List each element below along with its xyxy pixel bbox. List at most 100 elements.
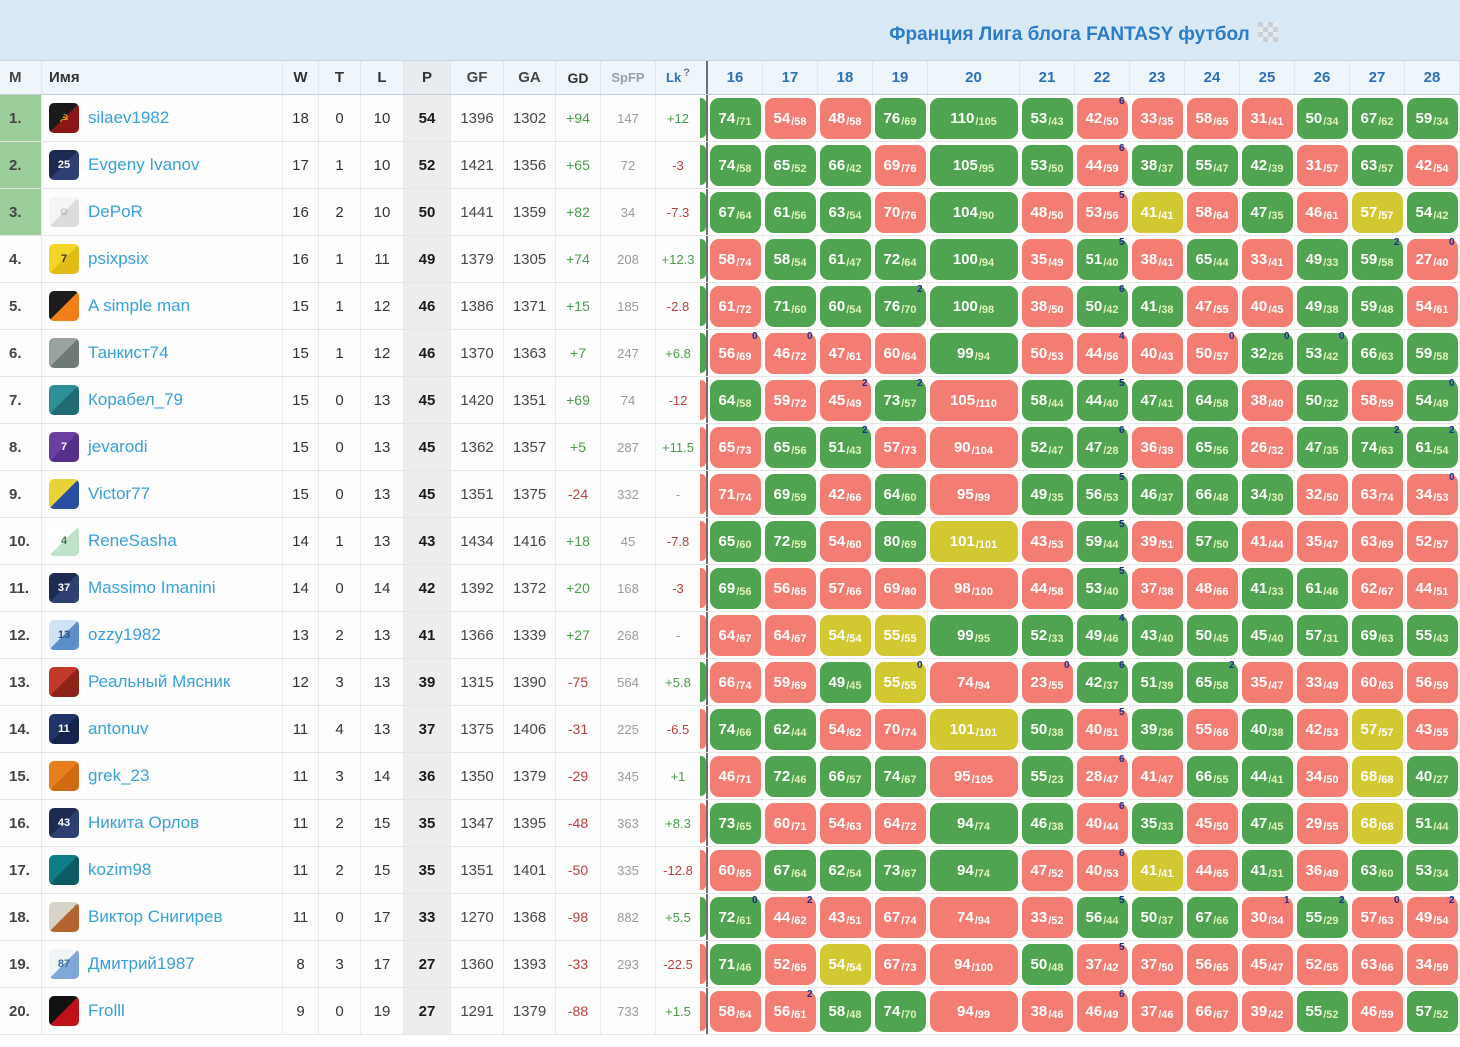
- matchup-score-cell[interactable]: 23/55 0: [1021, 660, 1073, 703]
- matchup-score-cell[interactable]: 44/65: [1186, 849, 1238, 891]
- matchup-score-cell[interactable]: 44/58: [1021, 567, 1073, 609]
- matchup-score-cell[interactable]: 50/37: [1131, 896, 1183, 938]
- manager-name-link[interactable]: silaev1982: [88, 108, 170, 127]
- avatar[interactable]: 7: [49, 432, 79, 462]
- matchup-score-cell[interactable]: 41/41: [1131, 849, 1183, 891]
- matchup-score-cell[interactable]: 34/50: [1296, 755, 1348, 797]
- matchup-score-cell[interactable]: 94/74: [929, 802, 1018, 844]
- matchup-score-cell[interactable]: 59/34: [1406, 97, 1458, 139]
- matchup-score-cell[interactable]: 43/40: [1131, 614, 1183, 656]
- matchup-score-cell[interactable]: 42/39: [1241, 144, 1293, 186]
- matchup-score-cell[interactable]: 27/40 0: [1406, 237, 1458, 280]
- matchup-score-cell[interactable]: 69/59: [764, 473, 816, 515]
- matchup-score-cell[interactable]: 57/66: [819, 567, 871, 609]
- matchup-score-cell[interactable]: 60/71: [764, 802, 816, 844]
- matchup-score-cell[interactable]: 64/58: [1186, 379, 1238, 421]
- manager-name-link[interactable]: psixpsix: [88, 249, 149, 268]
- matchup-score-cell[interactable]: 74/70: [874, 990, 926, 1032]
- matchup-score-cell[interactable]: 55/52: [1296, 990, 1348, 1032]
- matchup-score-cell[interactable]: 110/105: [929, 97, 1018, 139]
- matchup-score-cell[interactable]: 65/73: [709, 426, 761, 468]
- matchup-score-cell[interactable]: 42/66: [819, 473, 871, 515]
- matchup-score-cell[interactable]: 41/47: [1131, 755, 1183, 797]
- matchup-score-cell[interactable]: 49/45: [819, 661, 871, 703]
- matchup-score-cell[interactable]: 42/50 6: [1076, 96, 1128, 139]
- matchup-score-cell[interactable]: 74/66: [709, 708, 761, 750]
- manager-name-link[interactable]: Виктор Снигирев: [88, 907, 223, 926]
- matchup-score-cell[interactable]: 53/42 0: [1296, 331, 1348, 374]
- matchup-score-cell[interactable]: 55/29 2: [1296, 895, 1348, 938]
- matchup-score-cell[interactable]: 54/54: [819, 614, 871, 656]
- matchup-score-cell[interactable]: 69/56: [709, 567, 761, 609]
- matchup-score-cell[interactable]: 41/41: [1131, 191, 1183, 233]
- matchup-score-cell[interactable]: 31/57: [1296, 144, 1348, 186]
- matchup-score-cell[interactable]: 61/47: [819, 238, 871, 280]
- matchup-score-cell[interactable]: 65/56: [764, 426, 816, 468]
- avatar[interactable]: 37: [49, 573, 79, 603]
- matchup-score-cell[interactable]: 59/72: [764, 379, 816, 421]
- avatar[interactable]: ☭: [49, 103, 79, 133]
- matchup-score-cell[interactable]: 46/71: [709, 755, 761, 797]
- matchup-score-cell[interactable]: 42/54: [1406, 144, 1458, 186]
- matchup-score-cell[interactable]: 67/62: [1351, 97, 1403, 139]
- matchup-score-cell[interactable]: 54/54: [819, 943, 871, 985]
- matchup-score-cell[interactable]: 62/44: [764, 708, 816, 750]
- matchup-score-cell[interactable]: 64/67: [764, 614, 816, 656]
- matchup-score-cell[interactable]: 59/44 5: [1076, 519, 1128, 562]
- matchup-score-cell[interactable]: 66/63: [1351, 332, 1403, 374]
- matchup-score-cell[interactable]: 40/38: [1241, 708, 1293, 750]
- matchup-score-cell[interactable]: 63/60: [1351, 849, 1403, 891]
- manager-name-link[interactable]: ozzy1982: [88, 625, 161, 644]
- matchup-score-cell[interactable]: 54/61: [1406, 285, 1458, 327]
- matchup-score-cell[interactable]: 40/53 6: [1076, 848, 1128, 891]
- matchup-score-cell[interactable]: 60/63: [1351, 661, 1403, 703]
- matchup-score-cell[interactable]: 40/45: [1241, 285, 1293, 327]
- avatar[interactable]: 13: [49, 620, 79, 650]
- matchup-score-cell[interactable]: 74/63 2: [1351, 425, 1403, 468]
- matchup-score-cell[interactable]: 59/58: [1406, 332, 1458, 374]
- matchup-score-cell[interactable]: 49/54 2: [1406, 895, 1458, 938]
- matchup-score-cell[interactable]: 57/31: [1296, 614, 1348, 656]
- matchup-score-cell[interactable]: 94/100: [929, 943, 1018, 985]
- avatar[interactable]: [49, 667, 79, 697]
- matchup-score-cell[interactable]: 63/57: [1351, 144, 1403, 186]
- matchup-score-cell[interactable]: 46/61: [1296, 191, 1348, 233]
- matchup-score-cell[interactable]: 58/74: [709, 238, 761, 280]
- matchup-score-cell[interactable]: 101/101: [929, 708, 1018, 750]
- matchup-score-cell[interactable]: 39/42: [1241, 990, 1293, 1032]
- matchup-score-cell[interactable]: 29/55: [1296, 802, 1348, 844]
- matchup-score-cell[interactable]: 33/35: [1131, 97, 1183, 139]
- matchup-score-cell[interactable]: 50/42 6: [1076, 284, 1128, 327]
- matchup-score-cell[interactable]: 39/36: [1131, 708, 1183, 750]
- matchup-score-cell[interactable]: 60/65: [709, 849, 761, 891]
- matchup-score-cell[interactable]: 35/47: [1241, 661, 1293, 703]
- avatar[interactable]: 87: [49, 949, 79, 979]
- matchup-score-cell[interactable]: 74/94: [929, 661, 1018, 703]
- matchup-score-cell[interactable]: 60/64: [874, 332, 926, 374]
- avatar[interactable]: 4: [49, 526, 79, 556]
- matchup-score-cell[interactable]: 56/53 5: [1076, 472, 1128, 515]
- matchup-score-cell[interactable]: 66/57: [819, 755, 871, 797]
- manager-name-link[interactable]: A simple man: [88, 296, 191, 315]
- matchup-score-cell[interactable]: 51/40 5: [1076, 237, 1128, 280]
- matchup-score-cell[interactable]: 104/90: [929, 191, 1018, 233]
- matchup-score-cell[interactable]: 44/41: [1241, 755, 1293, 797]
- matchup-score-cell[interactable]: 44/59 6: [1076, 143, 1128, 186]
- matchup-score-cell[interactable]: 73/57 2: [874, 378, 926, 421]
- matchup-score-cell[interactable]: 71/46: [709, 943, 761, 985]
- matchup-score-cell[interactable]: 95/105: [929, 755, 1018, 797]
- matchup-score-cell[interactable]: 67/64: [764, 849, 816, 891]
- matchup-score-cell[interactable]: 48/50: [1021, 191, 1073, 233]
- manager-name-link[interactable]: Дмитрий1987: [88, 954, 195, 973]
- avatar[interactable]: [49, 855, 79, 885]
- matchup-score-cell[interactable]: 71/74: [709, 473, 761, 515]
- matchup-score-cell[interactable]: 64/67: [709, 614, 761, 656]
- manager-name-link[interactable]: DePoR: [88, 202, 143, 221]
- matchup-score-cell[interactable]: 38/46: [1021, 990, 1073, 1032]
- matchup-score-cell[interactable]: 54/49 0: [1406, 378, 1458, 421]
- matchup-score-cell[interactable]: 65/60: [709, 520, 761, 562]
- matchup-score-cell[interactable]: 37/38: [1131, 567, 1183, 609]
- avatar[interactable]: [49, 761, 79, 791]
- matchup-score-cell[interactable]: 73/65: [709, 802, 761, 844]
- matchup-score-cell[interactable]: 47/28 6: [1076, 425, 1128, 468]
